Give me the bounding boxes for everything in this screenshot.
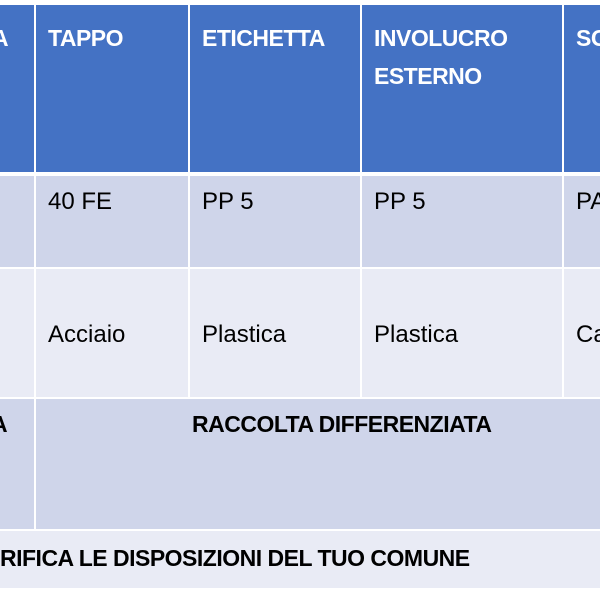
code-cell: PP 5 <box>190 176 360 267</box>
code-cell: PA <box>564 176 600 267</box>
disposal-merged-cell: RACCOLTA DIFFERENZIATA <box>36 399 600 529</box>
header-cell-tappo: TAPPO <box>36 5 188 172</box>
header-label: ETICHETTA <box>202 25 325 51</box>
code-cell: 40 FE <box>36 176 188 267</box>
header-label-line2: ESTERNO <box>374 63 482 89</box>
material-cell: Plastica <box>362 269 562 397</box>
material-cell: Plastica <box>190 269 360 397</box>
material-cell <box>0 269 34 397</box>
header-label-line1: INVOLUCRO <box>374 25 508 51</box>
header-label: SO <box>576 25 600 51</box>
header-cell-partial-right: SO <box>564 5 600 172</box>
footer-note-cell: RIFICA LE DISPOSIZIONI DEL TUO COMUNE <box>0 531 600 588</box>
code-value: PP 5 <box>374 188 426 215</box>
material-value: Acciaio <box>48 321 126 348</box>
footer-note: RIFICA LE DISPOSIZIONI DEL TUO COMUNE <box>0 545 470 571</box>
header-label: A <box>0 25 9 51</box>
code-cell <box>0 176 34 267</box>
disposal-value: RACCOLTA DIFFERENZIATA <box>192 411 492 437</box>
material-cell: Ca <box>564 269 600 397</box>
disposal-label-cell: A <box>0 399 34 529</box>
code-cell: PP 5 <box>362 176 562 267</box>
code-value: PP 5 <box>202 188 254 215</box>
material-value: Plastica <box>374 321 459 348</box>
material-cell: Acciaio <box>36 269 188 397</box>
material-value: Plastica <box>202 321 287 348</box>
header-cell-partial: A <box>0 5 34 172</box>
disposal-label: A <box>0 411 8 437</box>
material-value: Ca <box>576 321 600 348</box>
header-cell-etichetta: ETICHETTA <box>190 5 360 172</box>
code-value: 40 FE <box>48 188 113 215</box>
header-label: TAPPO <box>48 25 124 51</box>
code-value: PA <box>576 188 600 215</box>
header-cell-involucro-esterno: INVOLUCRO ESTERNO <box>362 5 562 172</box>
